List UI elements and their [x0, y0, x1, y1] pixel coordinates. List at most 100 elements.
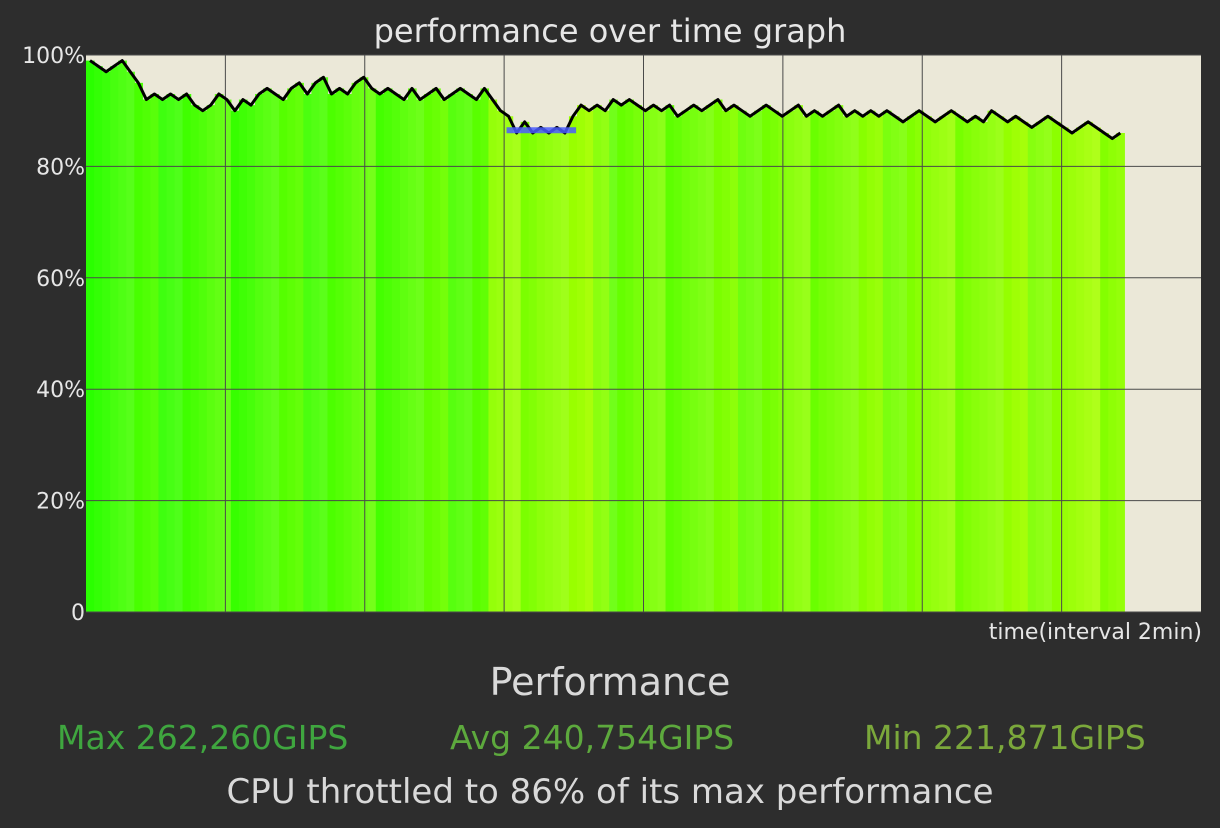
performance-bar: [214, 93, 224, 613]
performance-bar: [174, 99, 184, 612]
performance-bar: [737, 110, 747, 612]
performance-bar: [222, 99, 232, 612]
performance-line: [89, 59, 1122, 141]
performance-bar: [729, 105, 739, 612]
y-tick-label: 40%: [36, 378, 85, 403]
performance-bar: [915, 110, 924, 612]
performance-bar: [367, 88, 377, 613]
performance-bar: [1108, 138, 1117, 613]
performance-bar: [327, 93, 337, 613]
performance-bar: [432, 88, 441, 613]
performance-bar: [456, 88, 465, 613]
performance-bar: [866, 110, 876, 612]
max-stat: Max 262,260GIPS: [57, 718, 349, 757]
performance-bar: [890, 116, 900, 613]
performance-bar: [303, 93, 312, 613]
performance-bar: [931, 121, 940, 612]
performance-bar: [1076, 127, 1085, 612]
performance-bar: [198, 110, 208, 612]
performance-bar: [94, 66, 103, 612]
performance-bar: [544, 132, 554, 613]
performance-bar: [625, 99, 634, 612]
performance-bar: [86, 60, 95, 612]
performance-bar: [1011, 116, 1021, 613]
performance-bar: [1059, 127, 1069, 612]
performance-bar: [601, 110, 610, 612]
performance-bars: [86, 60, 1125, 613]
performance-bar: [359, 77, 369, 612]
performance-bar: [786, 110, 795, 612]
performance-bar: [770, 110, 779, 612]
performance-bar: [118, 60, 127, 612]
performance-bar: [1019, 121, 1029, 612]
performance-bar: [1051, 121, 1061, 612]
performance-bar: [335, 88, 345, 613]
performance-bar: [1035, 121, 1045, 612]
throttle-summary: CPU throttled to 86% of its max performa…: [226, 772, 994, 812]
y-tick-label: 100%: [22, 44, 85, 69]
min-stat: Min 221,871GIPS: [864, 718, 1146, 757]
performance-bar: [528, 132, 538, 613]
performance-bar: [609, 99, 618, 612]
performance-bar: [898, 121, 908, 612]
performance-bar: [705, 105, 715, 612]
performance-bar: [448, 93, 457, 613]
performance-bar: [1003, 121, 1013, 612]
performance-bar: [923, 116, 932, 613]
performance-bar: [383, 88, 393, 613]
performance-bar: [850, 110, 860, 612]
y-tick-label: 20%: [36, 490, 85, 515]
performance-bar: [134, 82, 143, 613]
performance-bar: [794, 105, 803, 612]
performance-bar: [1116, 132, 1125, 613]
performance-bar: [110, 66, 119, 612]
performance-bar: [407, 88, 417, 613]
performance-bar: [351, 82, 361, 613]
performance-bar: [746, 116, 755, 613]
performance-bar: [238, 99, 248, 612]
performance-bar: [246, 105, 256, 612]
performance-bar: [230, 110, 240, 612]
performance-bar: [1100, 132, 1109, 613]
performance-bar: [987, 110, 997, 612]
performance-bar: [488, 99, 498, 612]
performance-bar: [158, 99, 168, 612]
performance-bar: [834, 105, 844, 612]
performance-bar: [1068, 132, 1077, 613]
performance-bar: [762, 105, 771, 612]
performance-bar: [665, 105, 675, 612]
performance-bar: [979, 121, 989, 612]
performance-bar: [858, 116, 868, 613]
performance-bar: [150, 93, 160, 613]
performance-bar: [649, 105, 659, 612]
performance-bar: [874, 116, 884, 613]
performance-bar: [826, 110, 836, 612]
performance-bar: [480, 88, 490, 613]
performance-bar: [416, 99, 425, 612]
performance-bar: [955, 116, 964, 613]
performance-bar: [971, 116, 981, 613]
performance-bar: [399, 99, 409, 612]
grid-lines: [86, 54, 1201, 613]
performance-bar: [593, 105, 602, 612]
performance-bar: [754, 110, 763, 612]
avg-stat: Avg 240,754GIPS: [450, 718, 735, 757]
performance-bar: [271, 93, 280, 613]
performance-bar: [190, 105, 200, 612]
performance-bar: [689, 105, 699, 612]
performance-bar: [311, 82, 321, 613]
performance-bar: [464, 93, 473, 613]
performance-bar: [641, 110, 651, 612]
performance-bar: [802, 116, 812, 613]
performance-bar: [810, 110, 820, 612]
performance-bar: [319, 77, 329, 612]
performance-bar: [963, 121, 973, 612]
performance-bar: [552, 127, 562, 612]
x-axis-label: time(interval 2min): [988, 620, 1202, 645]
performance-bar: [1043, 116, 1053, 613]
performance-bar: [102, 71, 111, 612]
performance-bar: [697, 110, 707, 612]
performance-bar: [721, 110, 731, 612]
performance-bar: [279, 99, 288, 612]
